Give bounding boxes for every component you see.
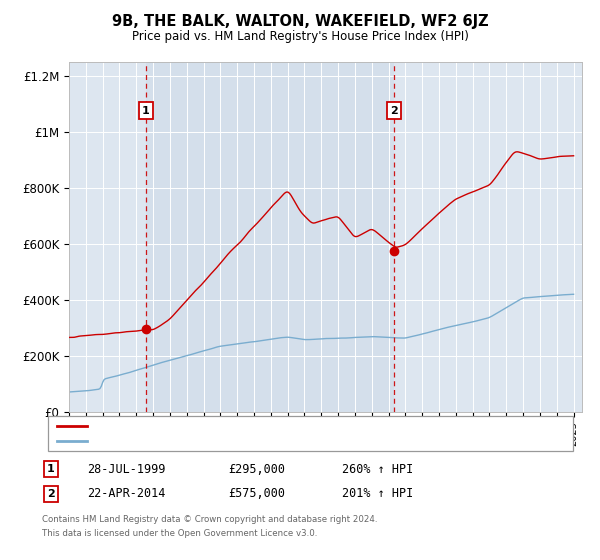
Bar bbox=[146, 62, 394, 412]
Text: 9B, THE BALK, WALTON, WAKEFIELD, WF2 6JZ (detached house): 9B, THE BALK, WALTON, WAKEFIELD, WF2 6JZ… bbox=[93, 421, 424, 431]
Text: 2: 2 bbox=[390, 106, 398, 115]
Text: 2: 2 bbox=[47, 489, 55, 499]
Text: Contains HM Land Registry data © Crown copyright and database right 2024.: Contains HM Land Registry data © Crown c… bbox=[42, 515, 377, 524]
Text: 1: 1 bbox=[142, 106, 150, 115]
Text: Price paid vs. HM Land Registry's House Price Index (HPI): Price paid vs. HM Land Registry's House … bbox=[131, 30, 469, 43]
Text: 9B, THE BALK, WALTON, WAKEFIELD, WF2 6JZ: 9B, THE BALK, WALTON, WAKEFIELD, WF2 6JZ bbox=[112, 14, 488, 29]
Text: £575,000: £575,000 bbox=[228, 487, 285, 501]
Text: 28-JUL-1999: 28-JUL-1999 bbox=[87, 463, 166, 476]
Text: 22-APR-2014: 22-APR-2014 bbox=[87, 487, 166, 501]
Text: 201% ↑ HPI: 201% ↑ HPI bbox=[342, 487, 413, 501]
Text: This data is licensed under the Open Government Licence v3.0.: This data is licensed under the Open Gov… bbox=[42, 529, 317, 538]
Text: 260% ↑ HPI: 260% ↑ HPI bbox=[342, 463, 413, 476]
Text: £295,000: £295,000 bbox=[228, 463, 285, 476]
Text: 1: 1 bbox=[47, 464, 55, 474]
Text: HPI: Average price, detached house, Wakefield: HPI: Average price, detached house, Wake… bbox=[93, 436, 337, 446]
